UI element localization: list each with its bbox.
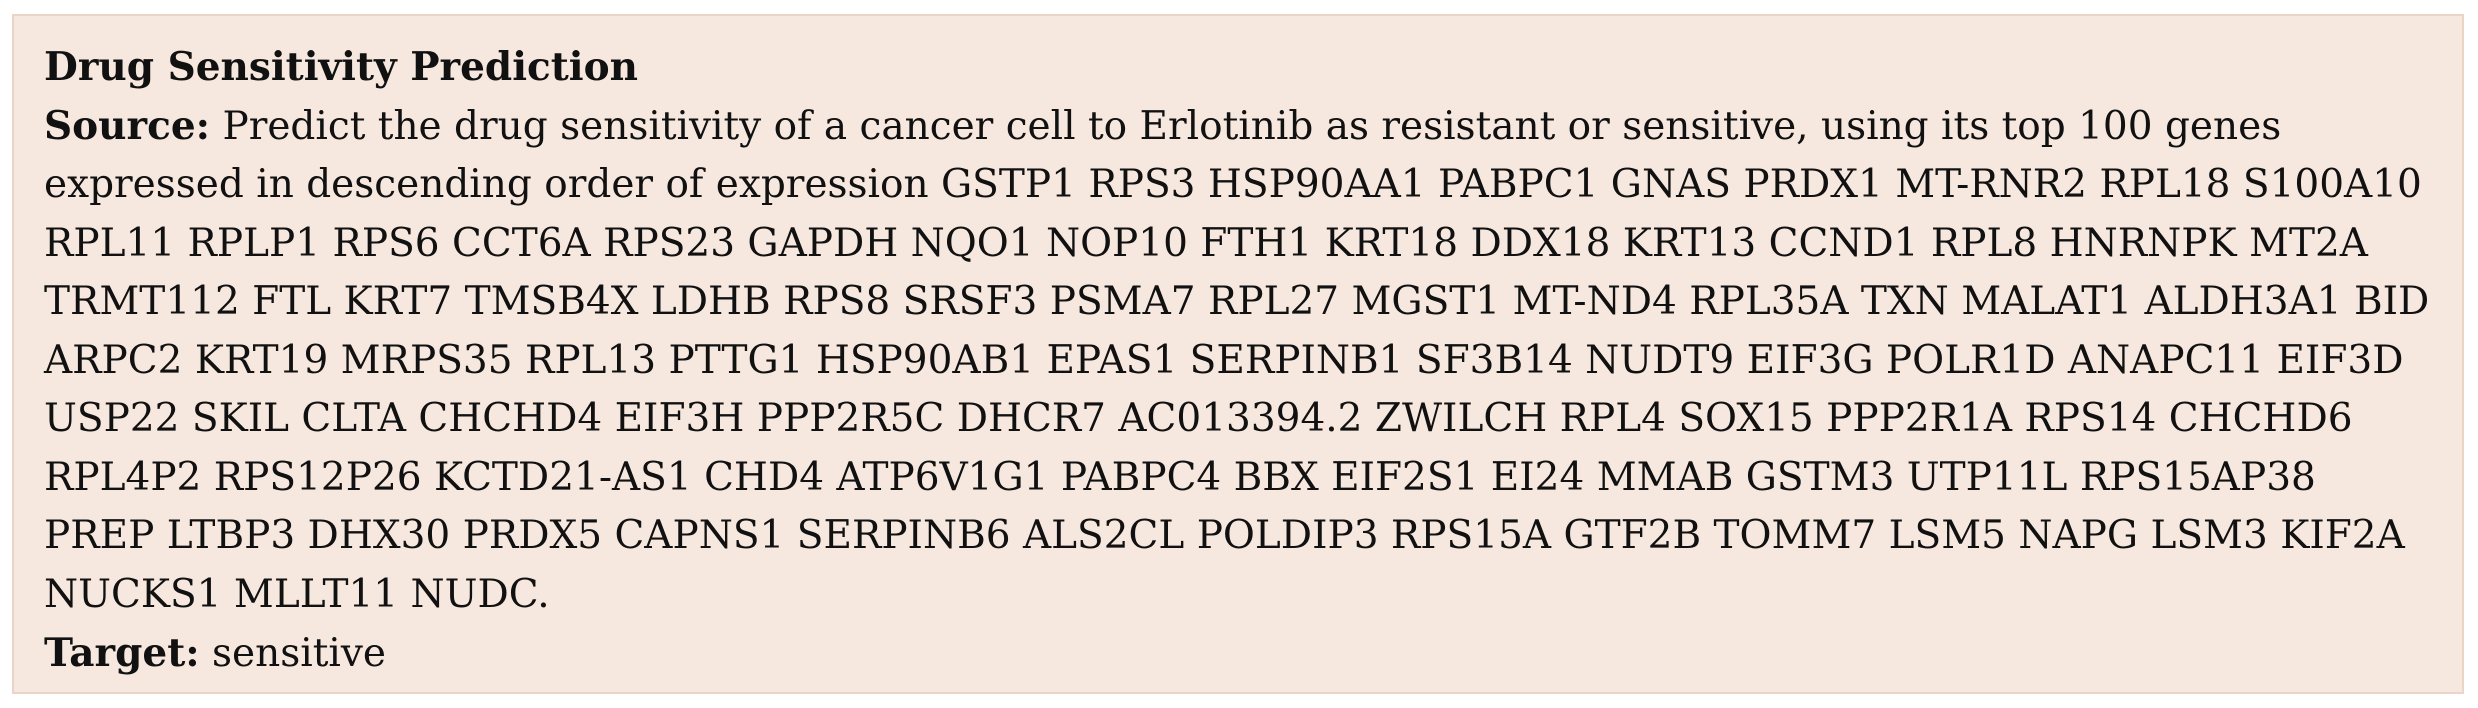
target-paragraph: Target: sensitive bbox=[44, 624, 2434, 684]
target-label: Target: bbox=[44, 630, 200, 676]
example-card: Drug Sensitivity Prediction Source: Pred… bbox=[12, 14, 2464, 694]
target-text: sensitive bbox=[212, 631, 386, 676]
card-title: Drug Sensitivity Prediction bbox=[44, 44, 638, 90]
source-text: Predict the drug sensitivity of a cancer… bbox=[44, 103, 2430, 617]
source-label: Source: bbox=[44, 102, 211, 149]
source-paragraph: Source: Predict the drug sensitivity of … bbox=[44, 97, 2434, 625]
